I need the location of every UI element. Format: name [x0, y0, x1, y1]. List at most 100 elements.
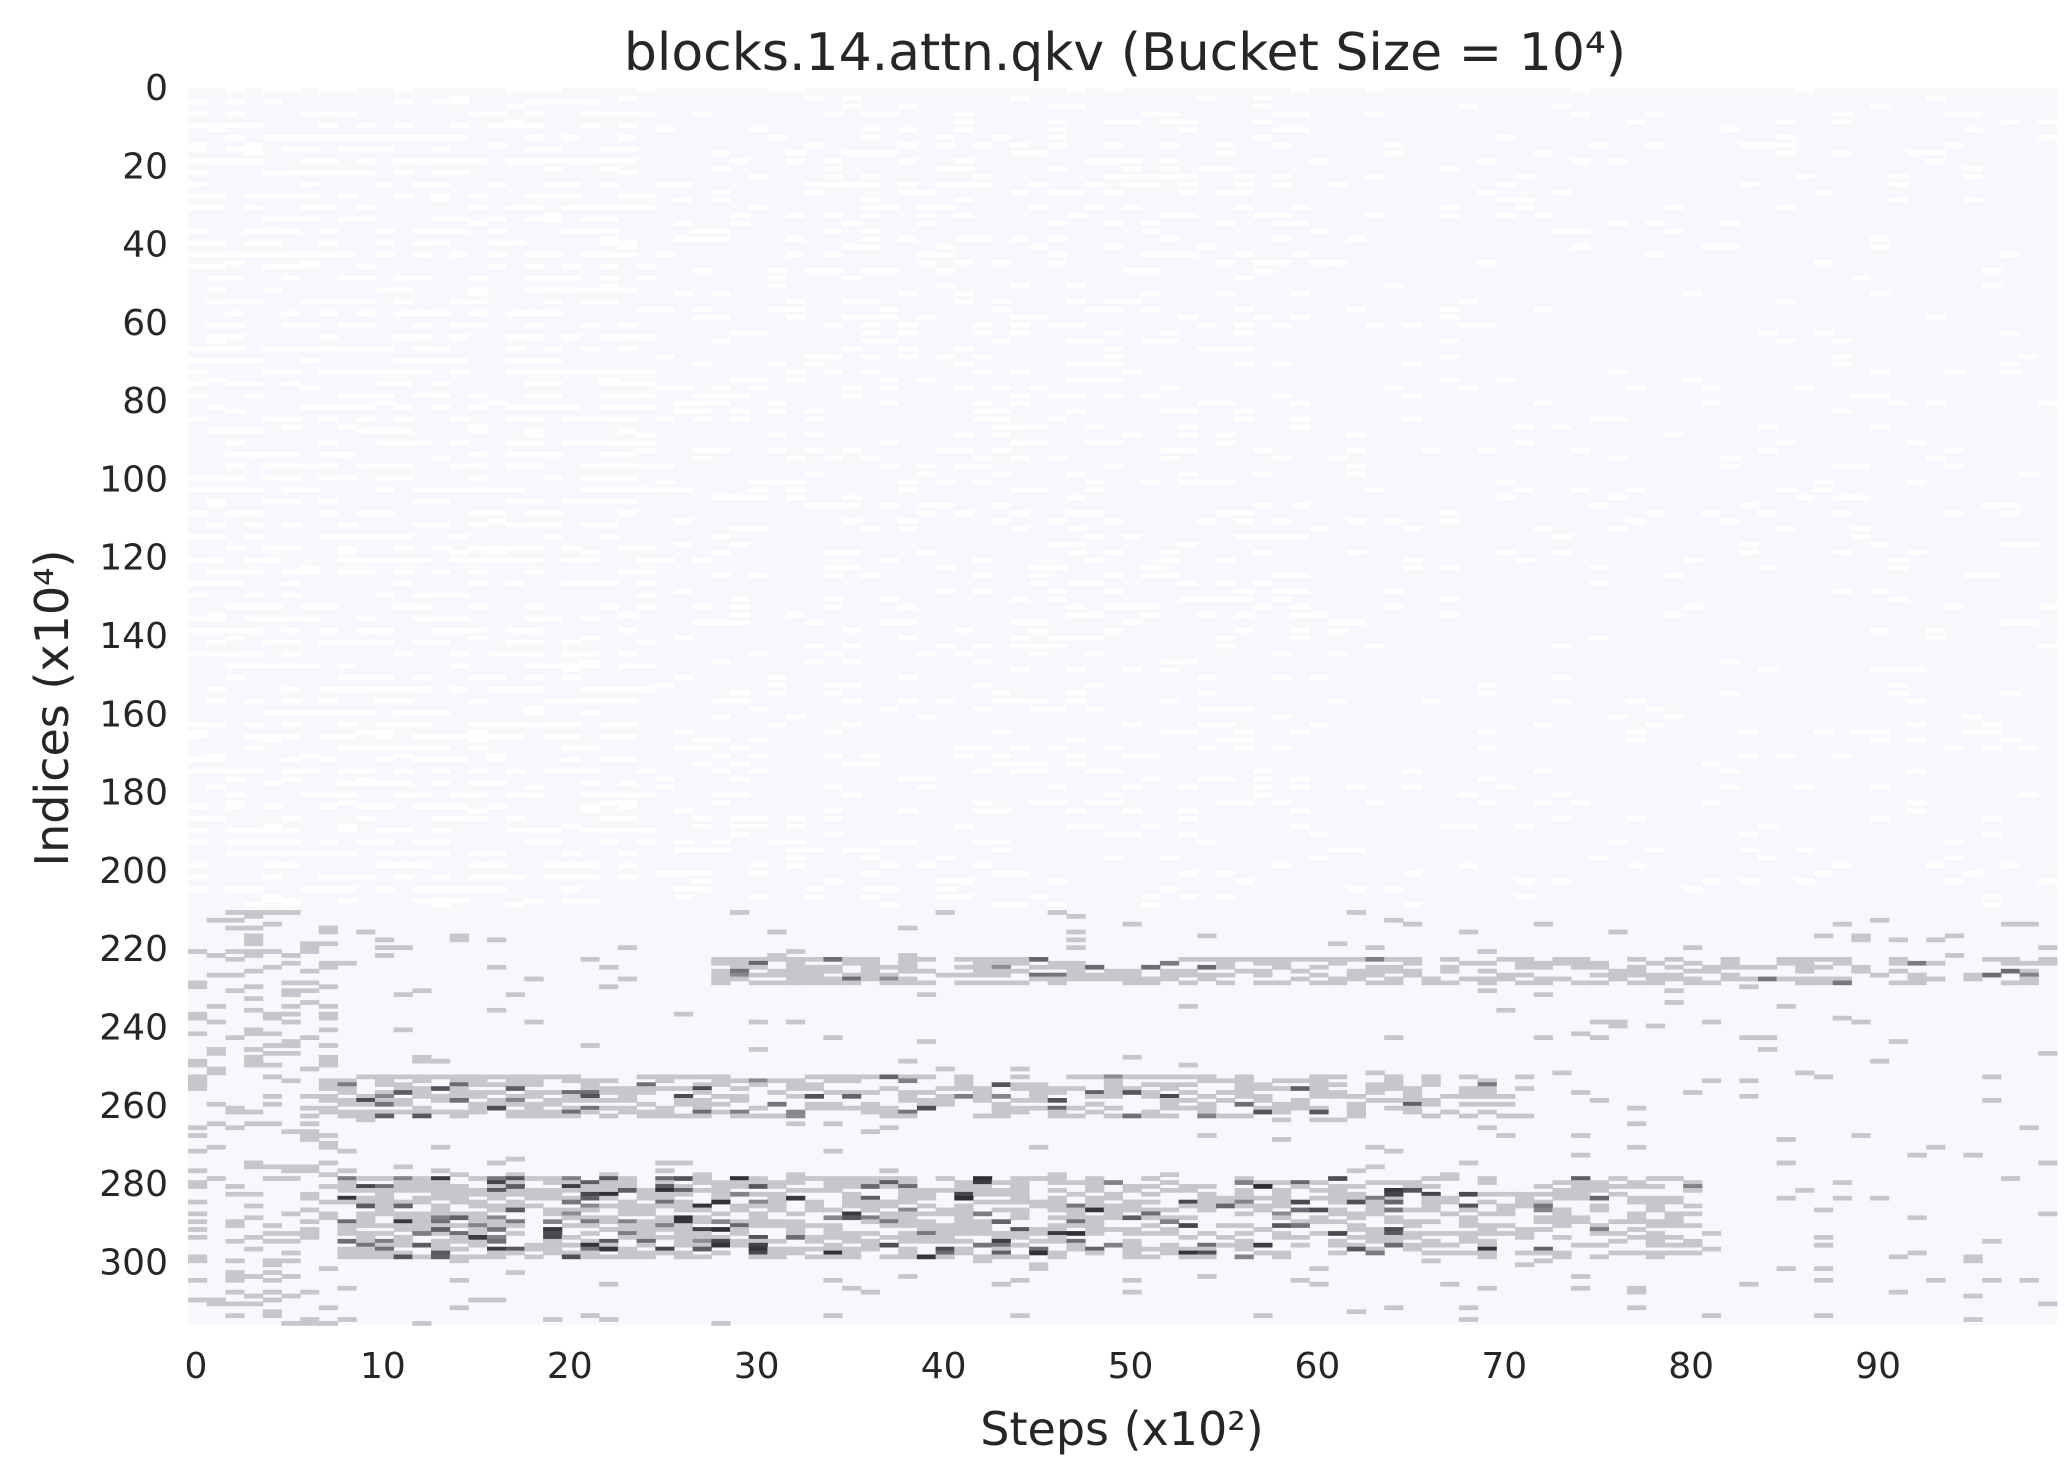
- heatmap-cell: [599, 377, 619, 383]
- heatmap-cell: [636, 1090, 656, 1095]
- heatmap-cell: [337, 369, 357, 375]
- heatmap-cell: [1552, 878, 1572, 884]
- heatmap-cell: [356, 1223, 376, 1228]
- heatmap-cell: [1477, 683, 1497, 688]
- heatmap-cell: [188, 886, 208, 892]
- heatmap-cell: [1253, 604, 1273, 610]
- heatmap-cell: [262, 193, 282, 199]
- heatmap-cell: [505, 1219, 525, 1224]
- heatmap-cell: [1103, 976, 1123, 982]
- heatmap-cell: [935, 1094, 955, 1099]
- heatmap-cell: [393, 581, 413, 586]
- heatmap-cell: [244, 1203, 264, 1209]
- heatmap-cell: [898, 698, 918, 704]
- heatmap-cell: [412, 1105, 432, 1111]
- heatmap-cell: [1122, 980, 1142, 986]
- y-tick-label: 280: [99, 1164, 168, 1205]
- heatmap-cell: [1571, 1215, 1591, 1221]
- heatmap-cell: [225, 1191, 245, 1197]
- heatmap-cell: [1010, 1082, 1030, 1087]
- heatmap-cell: [935, 283, 955, 289]
- heatmap-cell: [1758, 424, 1778, 430]
- heatmap-cell: [692, 1238, 712, 1244]
- heatmap-cell: [1346, 784, 1366, 790]
- heatmap-cell: [300, 769, 320, 774]
- heatmap-cell: [188, 228, 208, 234]
- heatmap-cell: [1571, 960, 1591, 966]
- heatmap-cell: [823, 1246, 843, 1252]
- heatmap-cell: [1515, 487, 1535, 492]
- heatmap-cell: [487, 964, 507, 970]
- heatmap-cell: [524, 275, 544, 281]
- heatmap-cell: [188, 393, 208, 398]
- heatmap-cell: [1178, 1062, 1198, 1068]
- heatmap-cell: [1197, 1184, 1217, 1189]
- heatmap-cell: [730, 526, 750, 532]
- heatmap-cell: [262, 1297, 282, 1303]
- heatmap-cell: [1122, 166, 1142, 171]
- heatmap-cell: [842, 1231, 862, 1236]
- heatmap-cell: [1589, 1223, 1609, 1228]
- heatmap-cell: [991, 135, 1011, 140]
- heatmap-cell: [1290, 401, 1310, 406]
- heatmap-cell: [711, 847, 731, 853]
- heatmap-cell: [505, 1203, 525, 1209]
- heatmap-cell: [1758, 142, 1778, 148]
- heatmap-cell: [1627, 385, 1647, 391]
- y-tick-label: 260: [99, 1086, 168, 1127]
- heatmap-cell: [505, 119, 525, 124]
- heatmap-cell: [580, 549, 600, 555]
- heatmap-cell: [1216, 972, 1236, 978]
- heatmap-cell: [1496, 784, 1516, 790]
- heatmap-cell: [860, 456, 880, 461]
- heatmap-cell: [1103, 189, 1123, 195]
- heatmap-cell: [1907, 1215, 1927, 1221]
- heatmap-cell: [225, 111, 245, 117]
- heatmap-cell: [449, 123, 469, 128]
- heatmap-cell: [1290, 968, 1310, 974]
- heatmap-cell: [711, 1180, 731, 1185]
- heatmap-cell: [599, 381, 619, 387]
- heatmap-cell: [2000, 957, 2021, 962]
- heatmap-cell: [599, 1242, 619, 1248]
- heatmap-cell: [1047, 1227, 1067, 1232]
- heatmap-cell: [281, 346, 301, 352]
- heatmap-cell: [636, 1203, 656, 1209]
- heatmap-cell: [580, 1188, 600, 1193]
- heatmap-cell: [449, 1215, 469, 1221]
- heatmap-cell: [711, 291, 731, 297]
- heatmap-cell: [412, 988, 432, 993]
- heatmap-cell: [431, 628, 451, 633]
- heatmap-cell: [823, 980, 843, 986]
- heatmap-cell: [1159, 330, 1180, 336]
- heatmap-cell: [842, 1246, 862, 1252]
- heatmap-cell: [505, 499, 525, 504]
- heatmap-cell: [973, 1231, 993, 1236]
- heatmap-cell: [1159, 1250, 1180, 1256]
- heatmap-cell: [449, 898, 469, 903]
- heatmap-cell: [244, 534, 264, 539]
- heatmap-cell: [973, 808, 993, 813]
- heatmap-cell: [561, 769, 581, 774]
- heatmap-cell: [1533, 1215, 1553, 1221]
- heatmap-cell: [916, 863, 937, 868]
- heatmap-cell: [1365, 1090, 1385, 1095]
- heatmap-cell: [1832, 150, 1852, 156]
- heatmap-cell: [860, 205, 880, 211]
- heatmap-cell: [636, 1238, 656, 1244]
- heatmap-cell: [935, 1066, 955, 1072]
- heatmap-cell: [898, 675, 918, 680]
- heatmap-cell: [561, 1211, 581, 1217]
- heatmap-cell: [711, 960, 731, 966]
- heatmap-cell: [1309, 1281, 1329, 1287]
- heatmap-cell: [842, 1195, 862, 1201]
- heatmap-cell: [1159, 456, 1180, 461]
- heatmap-cell: [673, 1254, 694, 1260]
- heatmap-cell: [1851, 933, 1871, 939]
- heatmap-cell: [1047, 1223, 1067, 1228]
- heatmap-cell: [1047, 1195, 1067, 1201]
- heatmap-cell: [188, 628, 208, 633]
- heatmap-cell: [356, 1188, 376, 1193]
- heatmap-cell: [786, 816, 806, 821]
- heatmap-cell: [617, 1227, 638, 1232]
